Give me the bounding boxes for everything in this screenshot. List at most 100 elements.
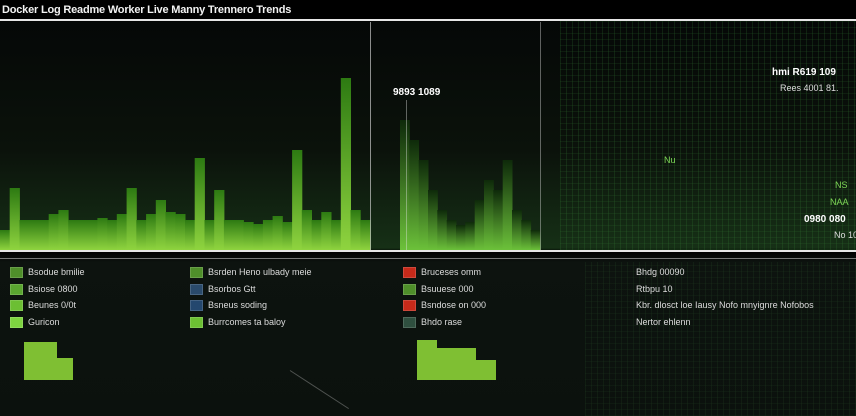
chart-bar	[204, 220, 215, 250]
chart-bar	[292, 150, 303, 250]
chart-bar	[409, 140, 420, 250]
header-divider	[0, 19, 856, 21]
right-label-3: 0980 080	[804, 214, 846, 225]
chart-bar	[456, 225, 466, 250]
legend-item[interactable]: Burrcomes ta baloy	[190, 316, 286, 328]
legend-swatch	[10, 299, 23, 311]
chart-bar	[465, 222, 476, 250]
legend-item[interactable]: Bsrden Heno ulbady meie	[190, 266, 312, 278]
chart-bar	[321, 212, 332, 250]
chart-bar	[400, 120, 410, 250]
legend-item[interactable]: Bruceses omm	[403, 266, 481, 278]
top-right-label-1: hmi R619 109	[772, 67, 836, 78]
chart-bar	[484, 180, 494, 250]
chart-bar	[350, 210, 361, 250]
chart-bar	[512, 210, 522, 250]
legend-item[interactable]: Bsiose 0800	[10, 283, 78, 295]
chart-bar	[9, 188, 20, 250]
legend-swatch	[190, 299, 203, 311]
chart-bar	[418, 160, 429, 250]
mini-bar	[417, 340, 437, 380]
page-title: Docker Log Readme Worker Live Manny Tren…	[2, 4, 292, 16]
chart-bar	[474, 200, 485, 250]
chart-bar	[428, 190, 438, 250]
legend-item[interactable]: Bsodue bmilie	[10, 266, 85, 278]
chart-bar	[58, 210, 69, 250]
chart-bar	[48, 214, 59, 250]
legend-swatch	[190, 283, 203, 295]
chart-bar	[223, 220, 235, 250]
decorative-line	[289, 370, 349, 410]
left-series-bars	[0, 78, 371, 250]
legend-swatch	[403, 283, 416, 295]
legend-text: Rtbpu 10	[636, 284, 673, 294]
divider-2	[406, 100, 407, 250]
legend-item[interactable]: Guricon	[10, 316, 60, 328]
mini-bar	[56, 358, 73, 380]
legend-item[interactable]: Bsneus soding	[190, 299, 267, 311]
chart-bar	[77, 220, 89, 250]
chart-bar	[126, 188, 137, 250]
mini-bar	[436, 348, 457, 380]
legend-swatch	[10, 266, 23, 278]
chart-bar	[29, 220, 40, 250]
chart-bar	[185, 220, 196, 250]
chart-bar	[116, 214, 127, 250]
legend-item[interactable]: Bsuuese 000	[403, 283, 474, 295]
legend-top-divider	[0, 258, 856, 259]
chart-bar	[331, 220, 342, 250]
chart-bar	[493, 190, 504, 250]
mid-right-label: Nu	[664, 155, 676, 165]
chart-bar	[340, 78, 351, 250]
grid-overlay	[560, 21, 856, 250]
chart-bar	[68, 220, 79, 250]
chart-bar	[502, 160, 513, 250]
legend-item[interactable]: Bsndose on 000	[403, 299, 486, 311]
chart-bar	[175, 214, 186, 250]
right-label-1: NS	[835, 180, 848, 190]
legend-text: Nertor ehlenn	[636, 317, 691, 327]
divider-3	[540, 22, 541, 250]
chart-bar	[243, 222, 254, 250]
chart-bar	[87, 220, 98, 250]
legend-swatch	[403, 266, 416, 278]
chart-bar	[437, 210, 448, 250]
chart-bar	[233, 220, 244, 250]
legend-swatch	[10, 316, 23, 328]
chart-bar	[136, 220, 147, 250]
legend-item[interactable]: Bhdo rase	[403, 316, 462, 328]
chart-bar	[262, 220, 274, 250]
chart-bar	[282, 222, 293, 250]
right-label-2: NAA	[830, 197, 849, 207]
right-label-4: No 100	[834, 230, 856, 240]
chart-bar	[360, 220, 371, 250]
chart-bar	[165, 212, 176, 250]
legend-text: Bhdg 00090	[636, 267, 685, 277]
chart-bar	[253, 224, 264, 250]
divider-1	[370, 22, 371, 250]
chart-bar	[272, 216, 283, 250]
legend-swatch	[190, 316, 203, 328]
chart-bar	[194, 158, 205, 250]
chart-bar	[521, 220, 532, 250]
mini-bar	[24, 342, 41, 380]
top-right-label-2: Rees 4001 81.	[780, 83, 839, 93]
chart-bar	[97, 218, 108, 250]
chart-bar	[38, 220, 50, 250]
legend-swatch	[10, 283, 23, 295]
mid-series-bars	[400, 120, 541, 250]
peak-label: 9893 1089	[393, 87, 441, 98]
legend-swatch	[190, 266, 203, 278]
chart-bar	[107, 220, 118, 250]
legend-item[interactable]: Bsorbos Gtt	[190, 283, 256, 295]
chart-bar	[19, 220, 30, 250]
chart-bar	[446, 220, 457, 250]
chart-bar	[301, 210, 312, 250]
mini-chart-right	[417, 330, 497, 380]
mini-bar	[40, 342, 57, 380]
chart-bar	[155, 200, 166, 250]
legend-swatch	[403, 316, 416, 328]
legend-item[interactable]: Beunes 0/0t	[10, 299, 76, 311]
mini-bar	[456, 348, 476, 380]
